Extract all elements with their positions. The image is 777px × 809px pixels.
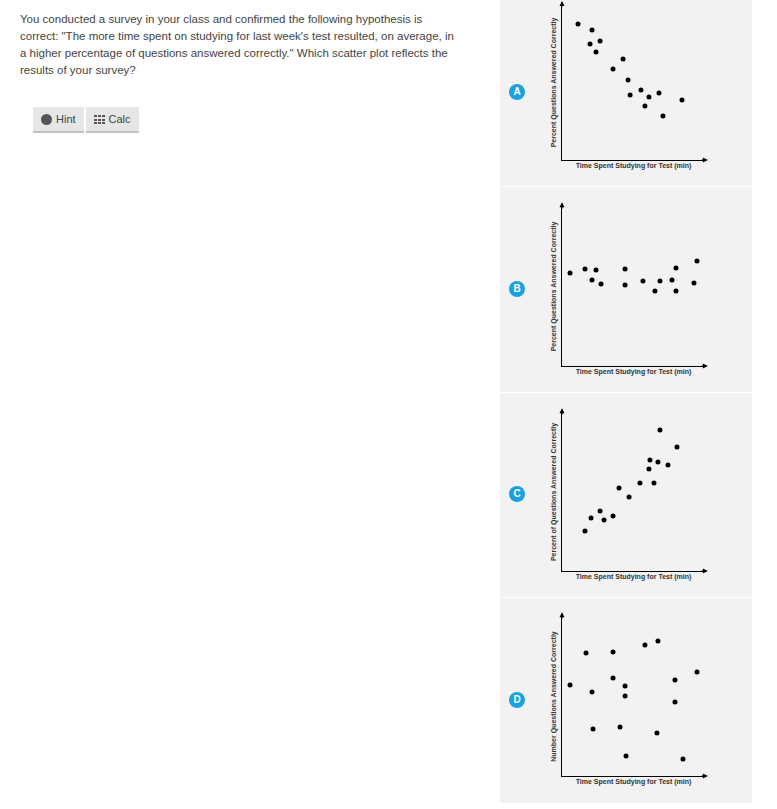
svg-text:Time Spent Studying for Test (: Time Spent Studying for Test (min) — [576, 368, 692, 376]
svg-text:Percent Questions Answered Cor: Percent Questions Answered Correctly — [550, 222, 558, 352]
svg-text:Time Spent Studying for Test (: Time Spent Studying for Test (min) — [576, 778, 692, 786]
html-text:B: B — [513, 282, 521, 294]
html-text:Calc: Calc — [108, 113, 131, 125]
html-text:D: D — [513, 693, 521, 705]
svg-text:Number Questions Answered Corr: Number Questions Answered Correctly — [550, 631, 558, 762]
html-text:A: A — [513, 86, 521, 97]
html-text:C: C — [513, 488, 521, 499]
html-text:results of your survey?: results of your survey? — [20, 64, 136, 76]
svg-text:Percent of Questions Answered: Percent of Questions Answered Correctly — [550, 423, 558, 561]
html-text:a higher percentage of questio: a higher percentage of questions answere… — [20, 47, 448, 59]
html-text:correct: "The more time spent: correct: "The more time spent on studyin… — [20, 30, 454, 42]
svg-text:Percent Questions Answered Cor: Percent Questions Answered Correctly — [550, 18, 558, 148]
svg-text:Time Spent Studying for Test (: Time Spent Studying for Test (min) — [576, 162, 692, 170]
html-text:Hint: Hint — [56, 113, 76, 125]
html-text:You conducted a survey in your: You conducted a survey in your class and… — [20, 13, 423, 25]
svg-text:Time Spent Studying for Test (: Time Spent Studying for Test (min) — [576, 573, 692, 581]
